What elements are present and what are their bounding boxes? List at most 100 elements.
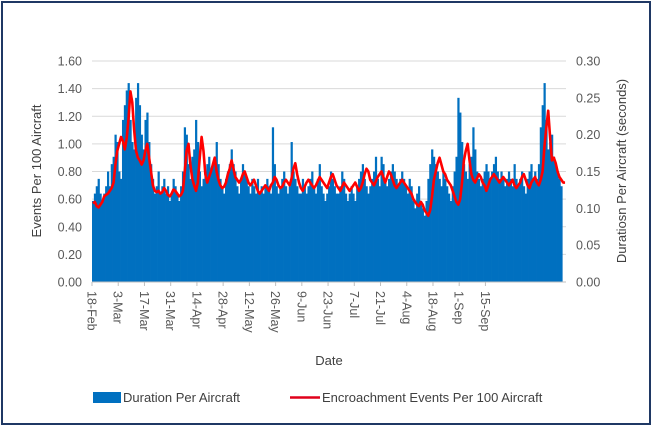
duration-bar [260, 186, 263, 282]
duration-bar [318, 164, 321, 282]
duration-bar [196, 142, 200, 282]
duration-bar [283, 171, 286, 282]
x-tick-label: 4-Aug [399, 291, 413, 324]
duration-bar [217, 164, 220, 282]
right-tick-label: 0.05 [576, 239, 600, 253]
duration-bar [371, 178, 374, 282]
duration-bar [389, 171, 393, 282]
duration-bar [517, 186, 520, 282]
duration-bar [361, 164, 365, 282]
duration-bar [401, 171, 404, 282]
duration-bar [337, 193, 340, 282]
duration-bar [271, 127, 275, 282]
duration-bar [406, 193, 409, 282]
duration-bar [399, 178, 402, 282]
duration-bar [344, 193, 348, 282]
duration-bar [423, 215, 426, 282]
duration-bar [320, 186, 323, 282]
right-axis-ticks: 0.00 0.05 0.10 0.15 0.20 0.25 0.30 [576, 55, 600, 290]
duration-bar [208, 156, 211, 282]
duration-bar [191, 156, 194, 282]
duration-bar [275, 186, 278, 282]
duration-bar [125, 90, 128, 282]
duration-bar [442, 171, 445, 282]
duration-bar [341, 171, 344, 282]
right-tick-label: 0.30 [576, 55, 600, 69]
duration-bar [210, 171, 213, 282]
duration-bar [545, 119, 548, 282]
x-tick-label: 18-Aug [425, 291, 439, 331]
x-tick-label: 9-Jun [294, 291, 308, 322]
left-tick-label: 1.60 [58, 55, 82, 69]
duration-bar [193, 149, 196, 282]
duration-bar [99, 193, 102, 282]
duration-bar [506, 178, 509, 282]
duration-bar [446, 186, 449, 282]
duration-bar [440, 186, 443, 282]
duration-bar [378, 186, 381, 282]
duration-bar [395, 178, 398, 282]
duration-bar [157, 171, 160, 282]
duration-bar [466, 178, 469, 282]
duration-bar [243, 171, 246, 282]
duration-bar [174, 186, 177, 282]
duration-bar [101, 200, 104, 282]
duration-bar [170, 193, 173, 282]
duration-bar [159, 193, 162, 282]
duration-bar [326, 193, 329, 282]
duration-bar [403, 178, 406, 282]
duration-bars [92, 83, 563, 282]
legend-label-encroachment: Encroachment Events Per 100 Aircraft [322, 390, 543, 405]
duration-bar [266, 178, 269, 282]
left-tick-label: 0.60 [58, 193, 82, 207]
duration-bar [358, 178, 361, 282]
duration-bar [166, 186, 170, 282]
duration-bar [474, 149, 477, 282]
duration-bar [95, 186, 98, 282]
duration-bar [296, 186, 299, 282]
duration-bar [391, 164, 394, 282]
duration-bar [487, 171, 490, 282]
x-tick-label: 26-May [268, 291, 282, 333]
duration-bar [92, 200, 95, 282]
x-tick-label: 3-Mar [111, 291, 125, 324]
duration-bar [541, 105, 544, 282]
duration-bar [253, 186, 256, 282]
duration-bar [343, 178, 346, 282]
duration-bar [324, 200, 327, 282]
duration-bar [408, 178, 411, 282]
duration-bar [468, 164, 471, 282]
duration-bar [429, 164, 432, 282]
left-tick-label: 1.40 [58, 82, 82, 96]
duration-bar [136, 83, 140, 282]
duration-bar [221, 186, 224, 282]
duration-bar [500, 171, 503, 282]
duration-bar [476, 171, 479, 282]
duration-bar [236, 186, 239, 282]
duration-bar [251, 178, 254, 282]
duration-bar [365, 186, 368, 282]
duration-bar [106, 171, 110, 282]
duration-bar [384, 178, 387, 282]
duration-bar [552, 156, 556, 282]
duration-bar [447, 193, 451, 282]
duration-bar [303, 186, 306, 282]
duration-bar [335, 193, 338, 282]
duration-bar [346, 200, 350, 282]
duration-bar [457, 97, 460, 282]
duration-bar [219, 178, 222, 282]
duration-bar [417, 186, 421, 282]
duration-bar [93, 193, 97, 282]
duration-bar [558, 178, 561, 282]
duration-bar [472, 127, 475, 282]
duration-bar [539, 127, 542, 282]
right-tick-label: 0.15 [576, 165, 600, 179]
duration-bar [328, 186, 331, 282]
duration-bar [118, 171, 121, 282]
duration-bar [382, 164, 385, 282]
duration-bar [165, 193, 168, 282]
duration-bar [228, 164, 231, 282]
duration-bar [333, 186, 336, 282]
duration-bar [412, 200, 415, 282]
duration-bar [530, 164, 533, 282]
